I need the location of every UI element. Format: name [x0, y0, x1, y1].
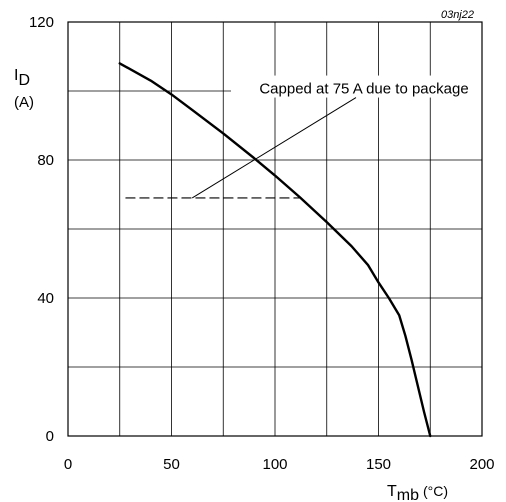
plot-frame [67, 21, 483, 437]
x-tick-label: 150 [366, 456, 391, 473]
y-axis-label-sub: D [18, 72, 30, 89]
tick-labels: 0 50 100 150 200 0 40 80 120 [29, 14, 495, 473]
x-axis-label-unit: (°C) [423, 483, 448, 499]
x-axis-label: Tmb (°C) [387, 483, 448, 502]
annotation-background [231, 75, 498, 98]
y-tick-label: 40 [37, 290, 54, 307]
y-axis-label-main: I [14, 67, 18, 84]
y-axis-unit: (A) [14, 94, 34, 111]
series-group [118, 62, 432, 438]
x-tick-label: 200 [469, 456, 494, 473]
figure-code: 03nj22 [441, 9, 474, 21]
derating-curve [118, 62, 432, 438]
annotation-leader-line [191, 97, 357, 199]
x-tick-label: 0 [64, 456, 72, 473]
x-axis-label-main: T [387, 483, 397, 500]
y-tick-label: 120 [29, 14, 54, 31]
x-tick-label: 100 [262, 456, 287, 473]
annotations: Capped at 75 A due to package [191, 75, 498, 199]
annotation-text: Capped at 75 A due to package [259, 81, 468, 98]
y-axis-label: ID [14, 67, 30, 89]
y-tick-label: 0 [46, 428, 54, 445]
x-axis-label-sub: mb [397, 487, 419, 502]
y-tick-label: 80 [37, 152, 54, 169]
x-tick-label: 50 [163, 456, 180, 473]
